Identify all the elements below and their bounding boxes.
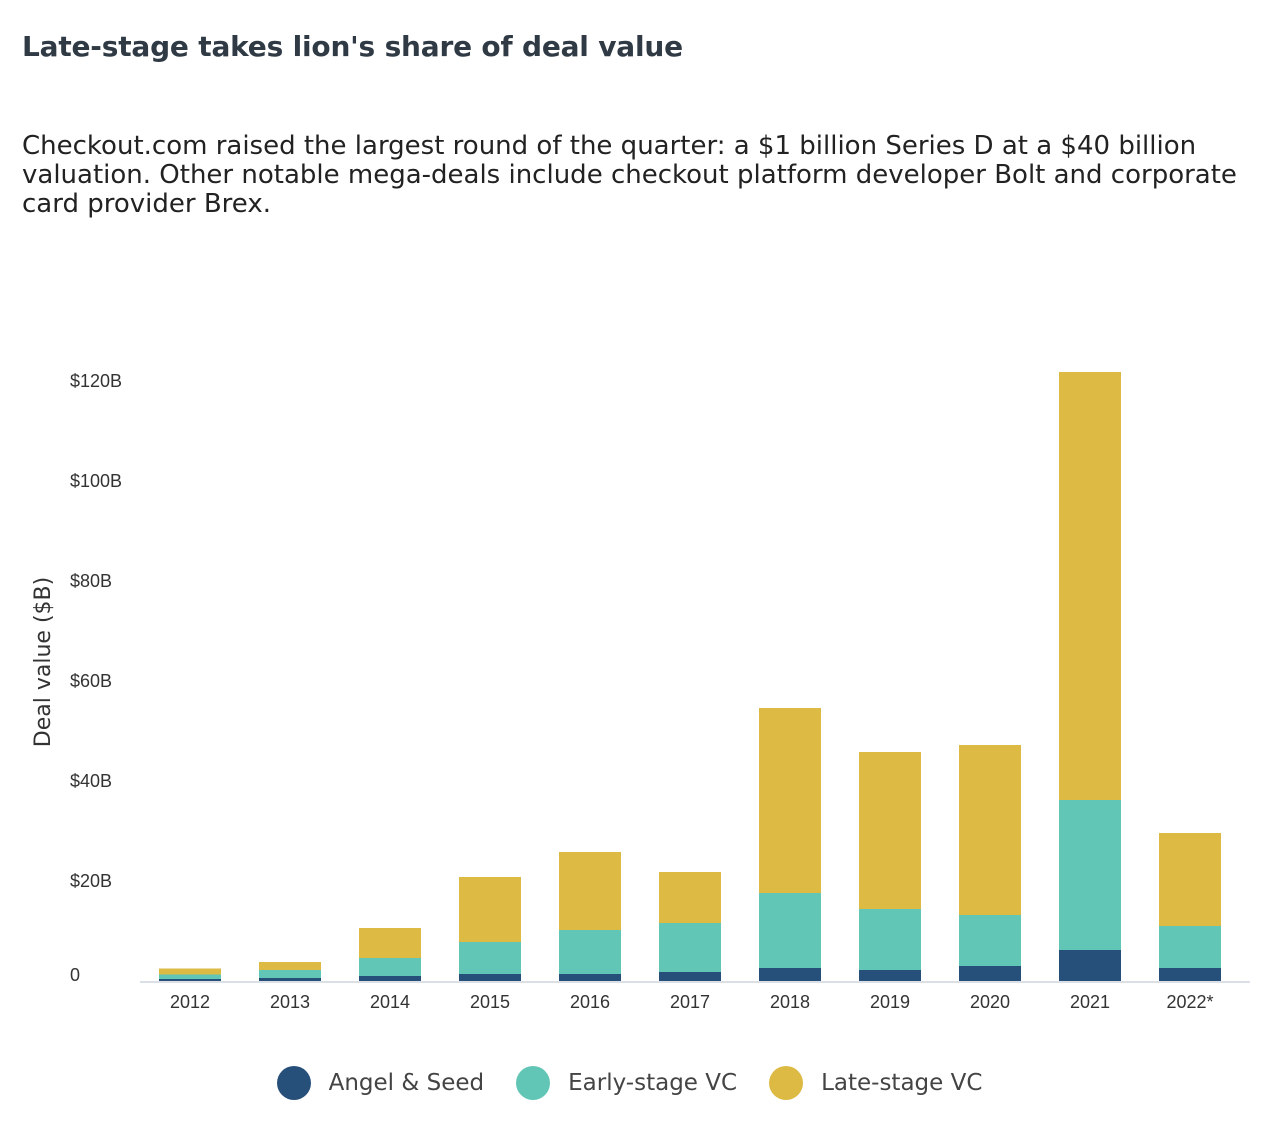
bar-segment-early-stage-vc-2016[interactable] <box>559 930 621 974</box>
bar-segment-early-stage-vc-2013[interactable] <box>259 970 321 978</box>
bar-segment-late-stage-vc-2021[interactable] <box>1059 372 1121 800</box>
bar-segment-early-stage-vc-2012[interactable] <box>159 974 221 980</box>
bar-segment-late-stage-vc-2014[interactable] <box>359 928 421 958</box>
x-tick-label: 2022* <box>1166 992 1213 1012</box>
bar-segment-late-stage-vc-2019[interactable] <box>859 752 921 909</box>
x-tick-label: 2013 <box>270 992 310 1012</box>
bar-segment-angel-seed-2015[interactable] <box>459 974 521 981</box>
bar-segment-early-stage-vc-2014[interactable] <box>359 958 421 976</box>
legend-item-angel-seed[interactable]: Angel & Seed <box>276 1066 485 1100</box>
x-tick-label: 2017 <box>670 992 710 1012</box>
y-tick-label: $100B <box>70 471 122 491</box>
legend: Angel & Seed Early-stage VC Late-stage V… <box>0 1066 1269 1100</box>
legend-label: Early-stage VC <box>568 1070 738 1096</box>
legend-item-early-stage-vc[interactable]: Early-stage VC <box>516 1066 737 1100</box>
bar-segment-early-stage-vc-2017[interactable] <box>659 923 721 972</box>
legend-label: Angel & Seed <box>328 1070 485 1096</box>
x-tick-label: 2021 <box>1070 992 1110 1012</box>
bar-segment-angel-seed-2022[interactable] <box>1159 968 1221 981</box>
bar-segment-late-stage-vc-2015[interactable] <box>459 877 521 942</box>
bar-segment-late-stage-vc-2018[interactable] <box>759 708 821 893</box>
bar-segment-angel-seed-2017[interactable] <box>659 972 721 981</box>
y-tick-label: $60B <box>70 671 112 691</box>
bar-segment-late-stage-vc-2012[interactable] <box>159 968 221 975</box>
bar-segment-late-stage-vc-2022[interactable] <box>1159 833 1221 926</box>
y-tick-label: $120B <box>70 371 122 391</box>
bar-segment-early-stage-vc-2019[interactable] <box>859 909 921 970</box>
bar-segment-angel-seed-2020[interactable] <box>959 966 1021 981</box>
bar-segment-angel-seed-2014[interactable] <box>359 976 421 981</box>
legend-swatch <box>276 1066 311 1100</box>
y-axis-ticks: 0 $20B $40B $60B $80B $100B $120B <box>70 371 122 985</box>
x-tick-label: 2019 <box>870 992 910 1012</box>
bar-segment-late-stage-vc-2016[interactable] <box>559 852 621 930</box>
y-tick-label: $80B <box>70 571 112 591</box>
bar-segment-angel-seed-2018[interactable] <box>759 968 821 981</box>
bars-group <box>159 372 1221 981</box>
legend-item-late-stage-vc[interactable]: Late-stage VC <box>769 1066 982 1100</box>
bar-segment-angel-seed-2016[interactable] <box>559 974 621 981</box>
bar-segment-early-stage-vc-2020[interactable] <box>959 915 1021 966</box>
x-tick-label: 2016 <box>570 992 610 1012</box>
bar-segment-angel-seed-2012[interactable] <box>159 979 221 981</box>
chart-title: Late-stage takes lion's share of deal va… <box>22 30 683 63</box>
x-tick-label: 2014 <box>370 992 410 1012</box>
chart-subtitle: Checkout.com raised the largest round of… <box>22 131 1237 219</box>
y-tick-label: 0 <box>70 965 80 985</box>
bar-segment-early-stage-vc-2021[interactable] <box>1059 800 1121 950</box>
x-tick-label: 2015 <box>470 992 510 1012</box>
bar-segment-early-stage-vc-2015[interactable] <box>459 942 521 974</box>
x-axis-ticks: 2012 2013 2014 2015 2016 2017 2018 2019 2020 2021… <box>170 992 1214 1012</box>
bar-segment-angel-seed-2013[interactable] <box>259 978 321 981</box>
bar-segment-angel-seed-2021[interactable] <box>1059 950 1121 981</box>
x-tick-label: 2012 <box>170 992 210 1012</box>
x-tick-label: 2018 <box>770 992 810 1012</box>
bar-segment-early-stage-vc-2018[interactable] <box>759 893 821 968</box>
bar-segment-late-stage-vc-2013[interactable] <box>259 962 321 970</box>
bar-segment-late-stage-vc-2017[interactable] <box>659 872 721 923</box>
stacked-bar-chart: 0 $20B $40B $60B $80B $100B $120B Deal value (… <box>31 371 1250 1012</box>
legend-label: Late-stage VC <box>821 1070 983 1096</box>
legend-swatch <box>769 1066 804 1100</box>
bar-segment-late-stage-vc-2020[interactable] <box>959 745 1021 915</box>
y-tick-label: $20B <box>70 871 112 891</box>
legend-swatch <box>516 1066 551 1100</box>
y-axis-title: Deal value ($B) <box>31 577 56 747</box>
y-tick-label: $40B <box>70 771 112 791</box>
bar-segment-angel-seed-2019[interactable] <box>859 970 921 981</box>
x-tick-label: 2020 <box>970 992 1010 1012</box>
bar-segment-early-stage-vc-2022[interactable] <box>1159 926 1221 968</box>
